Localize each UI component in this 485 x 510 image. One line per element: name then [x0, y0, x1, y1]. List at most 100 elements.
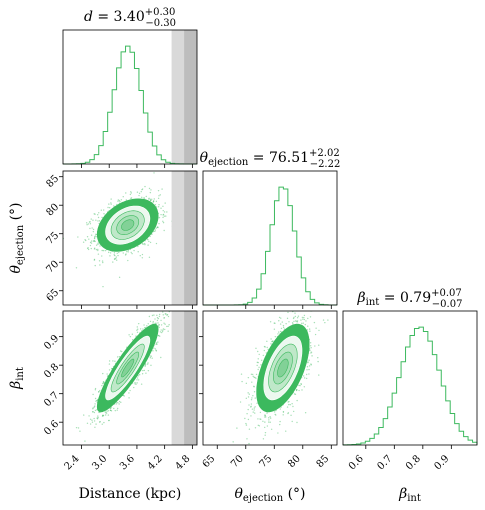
title-symbol: d	[84, 9, 93, 25]
sample-point	[166, 306, 167, 307]
sample-point	[293, 316, 295, 319]
sample-point	[95, 219, 97, 221]
sample-point	[110, 406, 113, 408]
sample-point	[82, 241, 85, 243]
sample-point	[294, 312, 296, 314]
sample-point	[103, 421, 105, 424]
sample-point	[110, 202, 112, 204]
sample-point	[90, 234, 93, 236]
sample-point	[113, 258, 116, 260]
sample-point	[165, 313, 167, 315]
sample-point	[93, 406, 95, 408]
sample-point	[134, 383, 136, 385]
sample-point	[114, 254, 116, 257]
sample-point	[150, 199, 152, 202]
panel-frame	[202, 310, 338, 446]
sample-point	[97, 216, 100, 219]
sample-point	[157, 334, 160, 337]
sample-point	[164, 313, 167, 315]
sample-point	[134, 381, 136, 384]
sample-point	[155, 350, 158, 352]
histogram-step	[203, 186, 338, 306]
sample-point	[287, 412, 290, 414]
sample-point	[318, 374, 320, 376]
sample-point	[273, 322, 275, 324]
sample-point	[250, 399, 253, 401]
sample-point	[273, 328, 276, 330]
sample-point	[146, 363, 149, 365]
sample-point	[97, 416, 99, 419]
sample-point	[252, 411, 254, 413]
sample-point	[295, 320, 298, 322]
sample-point	[140, 383, 143, 385]
sample-point	[288, 321, 290, 323]
excluded-distance-band	[171, 30, 185, 164]
sample-point	[246, 438, 248, 440]
sample-point	[160, 356, 162, 359]
sample-point	[138, 192, 141, 195]
sample-point	[298, 384, 300, 387]
sample-point	[264, 426, 266, 429]
sample-point	[157, 226, 159, 229]
title-lower-error: −2.22	[310, 159, 341, 170]
sample-point	[274, 335, 277, 338]
sample-point	[282, 326, 285, 329]
sample-point	[309, 316, 312, 318]
sample-point	[96, 409, 98, 411]
sample-point	[251, 381, 253, 383]
sample-point	[102, 381, 105, 383]
sample-point	[260, 364, 262, 366]
sample-point	[162, 314, 164, 316]
sample-point	[164, 328, 166, 331]
sample-point	[95, 244, 98, 246]
y-tick-label: 0.8	[42, 362, 61, 381]
sample-point	[258, 353, 260, 356]
sample-point	[89, 418, 92, 421]
sample-point	[257, 361, 259, 364]
sample-point	[115, 256, 117, 258]
sample-point	[160, 319, 162, 322]
sample-point	[97, 253, 100, 255]
sample-point	[162, 221, 165, 224]
sample-point	[282, 411, 285, 413]
sample-point	[149, 355, 151, 357]
sample-point	[264, 414, 266, 416]
sample-point	[311, 355, 313, 357]
sample-point	[117, 254, 119, 257]
sample-point	[136, 326, 139, 328]
sample-point	[318, 344, 320, 346]
sample-point	[313, 321, 316, 324]
sample-point	[118, 400, 121, 403]
title-lower-error: −0.30	[145, 18, 176, 29]
sample-point	[310, 364, 312, 366]
sample-point	[296, 321, 298, 323]
sample-point	[302, 318, 304, 320]
sample-point	[118, 251, 120, 254]
sample-point	[131, 333, 134, 335]
sample-point	[266, 412, 268, 414]
sample-point	[130, 197, 133, 199]
sample-point	[287, 311, 289, 314]
sample-point	[303, 318, 306, 321]
sample-point	[79, 430, 81, 432]
sample-point	[116, 356, 119, 358]
sample-point	[155, 342, 158, 344]
x-tick-label: 85	[315, 453, 332, 470]
title-subscript: ejection	[208, 157, 249, 168]
sample-point	[294, 315, 297, 318]
sample-point	[255, 373, 258, 376]
sample-point	[152, 322, 154, 324]
sample-point	[87, 248, 90, 251]
sample-point	[159, 307, 160, 308]
sample-point	[149, 241, 152, 244]
sample-point	[324, 321, 326, 324]
sample-point	[146, 325, 148, 327]
label-symbol: θ	[234, 486, 243, 502]
sample-point	[93, 248, 96, 250]
axis-labels: Distance (kpc) θejection (°) βintθejection…	[8, 202, 421, 504]
sample-point	[89, 221, 91, 223]
sample-point	[314, 345, 316, 347]
sample-point	[94, 247, 96, 249]
sample-point	[303, 314, 306, 317]
density-contour	[121, 219, 135, 231]
